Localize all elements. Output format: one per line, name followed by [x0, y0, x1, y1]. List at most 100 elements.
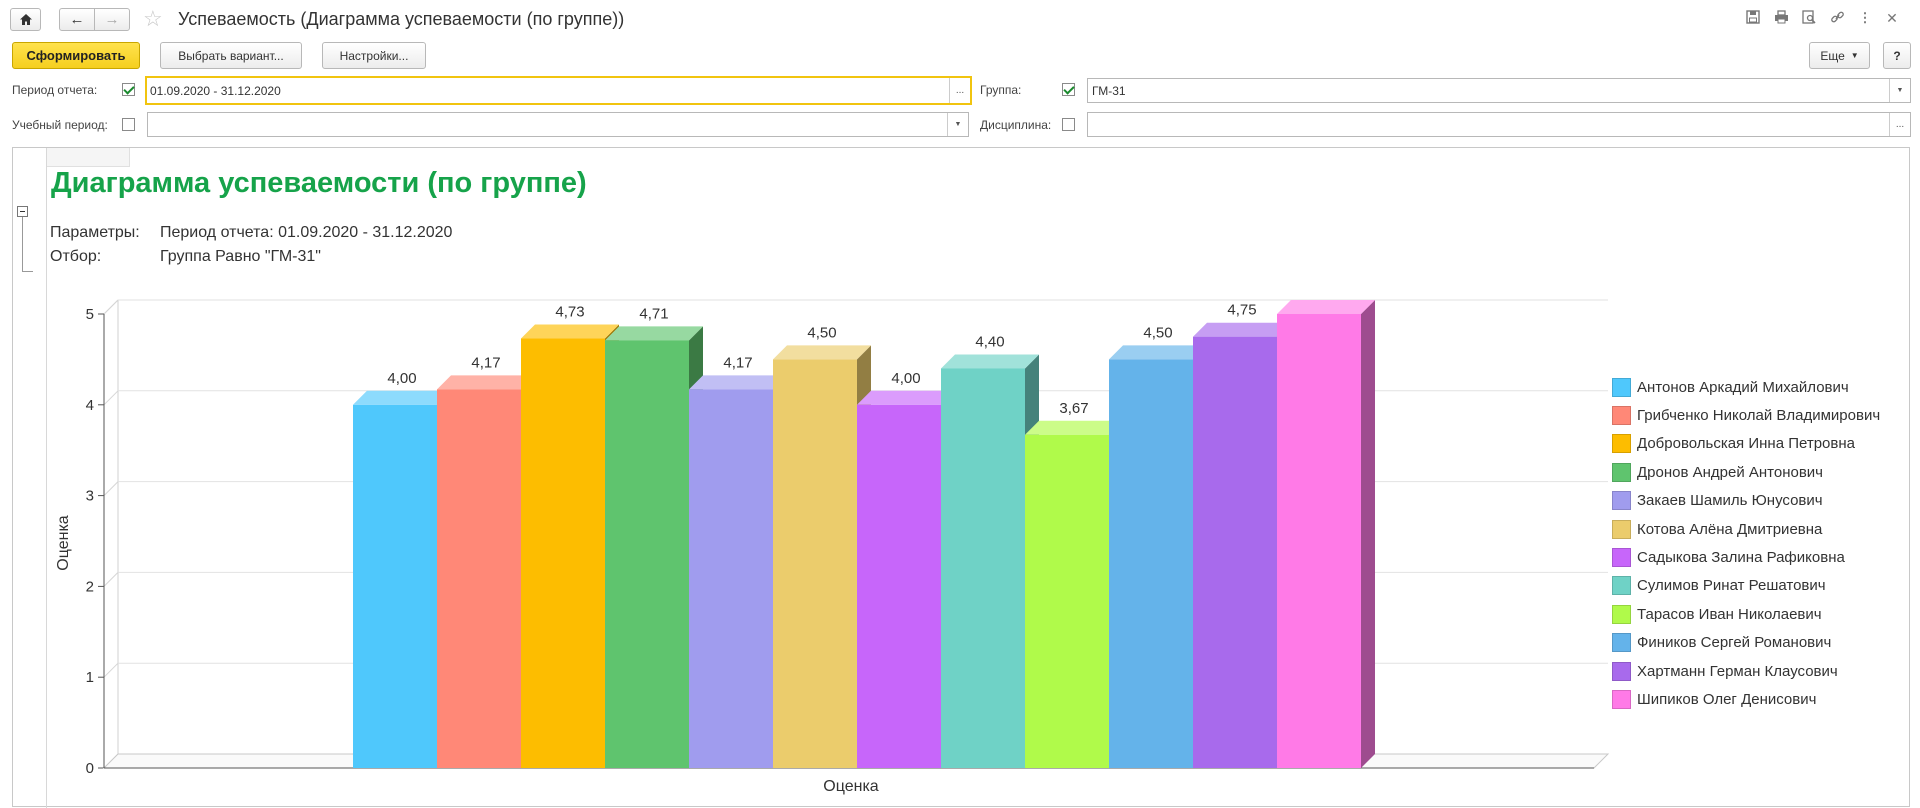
gridline-side: [103, 390, 119, 406]
legend-label: Шипиков Олег Денисович: [1637, 690, 1817, 708]
more-label: Еще: [1820, 48, 1845, 63]
study-period-input[interactable]: ▼: [147, 112, 969, 137]
bar-data-label: 4,00: [387, 370, 416, 387]
bar: [605, 340, 689, 768]
help-button[interactable]: ?: [1883, 42, 1911, 69]
bar-top: [521, 324, 619, 339]
report-title: Диаграмма успеваемости (по группе): [51, 167, 587, 199]
save-icon[interactable]: [1745, 10, 1761, 26]
bar-top: [941, 354, 1039, 369]
bar-data-label: 4,71: [639, 305, 668, 322]
report-header-cell: [47, 148, 130, 167]
bar-top: [1193, 322, 1291, 337]
study-period-dropdown-button[interactable]: ▼: [947, 113, 968, 136]
more-vertical-icon[interactable]: ⋮: [1858, 10, 1872, 25]
legend-swatch: [1612, 547, 1631, 567]
bar: [773, 359, 857, 768]
x-axis-title: Оценка: [823, 778, 879, 795]
bar-data-label: 3,67: [1059, 400, 1088, 417]
legend-swatch: [1612, 462, 1631, 482]
print-icon[interactable]: [1773, 10, 1789, 26]
period-checkbox[interactable]: [122, 83, 135, 96]
legend-label: Антонов Аркадий Михайлович: [1637, 378, 1849, 396]
legend-swatch: [1612, 405, 1631, 425]
close-icon[interactable]: ✕: [1886, 10, 1898, 26]
bar-data-label: 4,50: [1143, 324, 1172, 341]
legend-item: Шипиков Олег Денисович: [1612, 689, 1816, 709]
legend-item: Тарасов Иван Николаевич: [1612, 604, 1822, 624]
bar: [1193, 336, 1277, 768]
arrow-left-icon: ←: [69, 11, 85, 28]
more-button[interactable]: Еще ▼: [1809, 42, 1870, 69]
bar-top: [1025, 420, 1123, 435]
legend-item: Антонов Аркадий Михайлович: [1612, 377, 1849, 397]
legend-swatch: [1612, 434, 1631, 454]
discipline-label: Дисциплина:: [980, 118, 1052, 132]
bar-top: [605, 326, 703, 341]
window-title: Успеваемость (Диаграмма успеваемости (по…: [178, 9, 625, 29]
legend-label: Котова Алёна Дмитриевна: [1637, 520, 1823, 538]
y-tick-label: 0: [86, 760, 94, 777]
legend-label: Тарасов Иван Николаевич: [1637, 605, 1822, 623]
legend-swatch: [1612, 491, 1631, 511]
legend-item: Фиников Сергей Романович: [1612, 633, 1831, 653]
forward-button[interactable]: →: [94, 8, 130, 31]
y-tick-label: 4: [86, 397, 94, 414]
home-button[interactable]: [10, 8, 41, 31]
legend-label: Фиников Сергей Романович: [1637, 634, 1832, 652]
group-dropdown-button[interactable]: ▼: [1889, 79, 1910, 102]
legend-swatch: [1612, 576, 1631, 596]
period-select-button[interactable]: ...: [949, 78, 970, 103]
chevron-down-icon: ▼: [954, 121, 962, 128]
bar-data-label: 4,50: [807, 324, 836, 341]
back-button[interactable]: ←: [59, 8, 95, 31]
filter-value: Группа Равно "ГМ-31": [160, 248, 321, 265]
group-input[interactable]: ГМ-31 ▼: [1087, 78, 1911, 103]
legend-swatch: [1612, 604, 1631, 624]
bar: [941, 368, 1025, 768]
legend-label: Грибченко Николай Владимирович: [1637, 406, 1881, 424]
home-icon: [19, 14, 32, 25]
chevron-down-icon: ▼: [1896, 87, 1904, 94]
bar-top: [437, 375, 535, 390]
bar: [1277, 314, 1361, 768]
bar-top: [773, 345, 871, 360]
bar: [353, 404, 437, 768]
bar-data-label: 4,40: [975, 333, 1004, 350]
params-value: Период отчета: 01.09.2020 - 31.12.2020: [160, 224, 453, 241]
legend-label: Дронов Андрей Антонович: [1637, 463, 1823, 481]
settings-button[interactable]: Настройки...: [322, 42, 426, 69]
legend-item: Садыкова Залина Рафиковна: [1612, 547, 1845, 567]
generate-button[interactable]: Сформировать: [12, 42, 140, 69]
gridline-side: [103, 299, 119, 315]
arrow-right-icon: →: [104, 11, 120, 28]
link-icon[interactable]: [1829, 10, 1845, 26]
legend-item: Котова Алёна Дмитриевна: [1612, 519, 1822, 539]
discipline-select-button[interactable]: ...: [1889, 113, 1910, 136]
choose-variant-button[interactable]: Выбрать вариант...: [160, 42, 302, 69]
bar-side: [1361, 300, 1375, 768]
legend-label: Закаев Шамиль Юнусович: [1637, 492, 1823, 510]
legend-item: Хартманн Герман Клаусович: [1612, 661, 1838, 681]
group-bracket: [22, 217, 33, 272]
legend-item: Сулимов Ринат Решатович: [1612, 576, 1826, 596]
bar: [437, 389, 521, 768]
favorite-star-icon[interactable]: ☆: [143, 6, 163, 31]
legend-item: Закаев Шамиль Юнусович: [1612, 491, 1823, 511]
bar: [1109, 359, 1193, 768]
minus-box-icon[interactable]: [17, 206, 28, 217]
preview-icon[interactable]: [1801, 10, 1817, 26]
legend-item: Дронов Андрей Антонович: [1612, 462, 1823, 482]
filter-label: Отбор:: [50, 248, 102, 265]
period-input[interactable]: 01.09.2020 - 31.12.2020 ...: [145, 76, 972, 105]
bar-top: [857, 390, 955, 405]
discipline-input[interactable]: ...: [1087, 112, 1911, 137]
discipline-checkbox[interactable]: [1062, 118, 1075, 131]
group-value: ГМ-31: [1092, 83, 1126, 98]
bar-data-label: 4,17: [723, 354, 752, 371]
group-checkbox[interactable]: [1062, 83, 1075, 96]
report-gutter-line: [46, 148, 47, 808]
gridline-side: [103, 481, 119, 496]
study-period-checkbox[interactable]: [122, 118, 135, 131]
